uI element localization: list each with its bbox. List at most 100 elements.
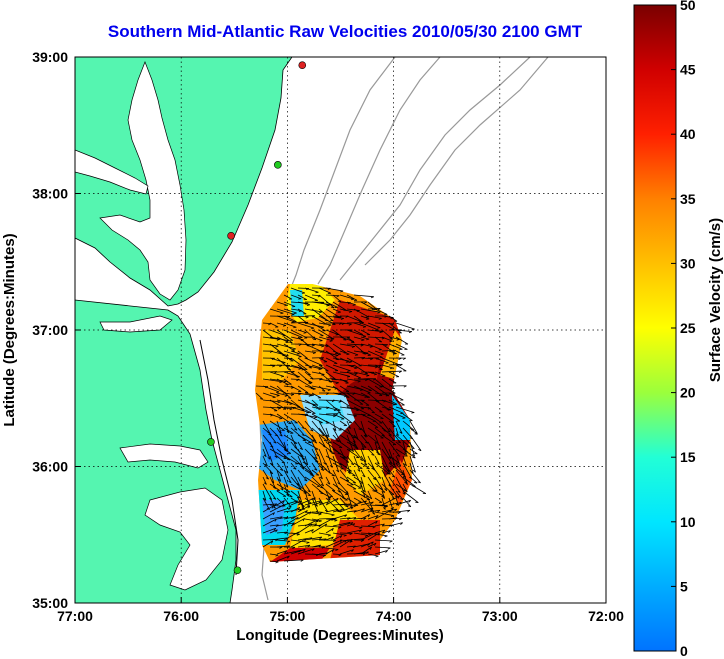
velocity-arrow [304, 476, 321, 487]
velocity-arrowhead [406, 445, 411, 448]
velocity-arrow [346, 545, 356, 548]
velocity-arrowhead [272, 512, 275, 516]
velocity-arrow [283, 315, 297, 322]
station-marker [207, 438, 215, 446]
velocity-arrow [374, 308, 388, 315]
velocity-arrowhead [350, 298, 355, 301]
velocity-arrowhead [278, 479, 281, 482]
velocity-arrow [262, 518, 277, 527]
velocity-arrowhead [387, 547, 391, 550]
velocity-arrow [346, 336, 355, 344]
velocity-arrow [269, 516, 283, 520]
velocity-arrow [346, 538, 365, 541]
colorbar-tick-label: 50 [680, 0, 696, 13]
velocity-arrow [325, 308, 340, 318]
velocity-arrow [374, 483, 386, 493]
velocity-arrow [381, 469, 392, 487]
velocity-arrow [318, 343, 329, 347]
velocity-arrow [374, 385, 390, 397]
velocity-arrow [360, 350, 371, 356]
velocity-arrow [311, 294, 321, 297]
velocity-arrow [311, 301, 331, 306]
velocity-arrow [297, 544, 311, 548]
velocity-arrowhead [296, 517, 299, 521]
velocity-arrow [297, 511, 312, 520]
velocity-arrow [276, 545, 290, 548]
velocity-arrow [339, 434, 357, 446]
velocity-arrowhead [339, 509, 343, 512]
velocity-arrowhead [343, 395, 347, 398]
velocity-arrowhead [356, 409, 360, 412]
velocity-arrowhead [344, 539, 347, 543]
velocity-arrow [269, 378, 287, 382]
velocity-arrowhead [275, 529, 278, 533]
velocity-arrow [346, 301, 356, 306]
velocity-arrowhead [366, 338, 370, 341]
velocity-arrow [367, 532, 388, 537]
velocity-arrow [276, 357, 292, 371]
velocity-arrow [311, 343, 325, 347]
velocity-arrow [318, 322, 332, 326]
velocity-arrow [360, 434, 369, 444]
velocity-arrow [346, 483, 357, 490]
velocity-arrow [290, 321, 309, 324]
velocity-arrowhead [287, 458, 291, 461]
velocity-arrowhead [395, 433, 399, 437]
velocity-arrow [374, 427, 385, 436]
velocity-arrowhead [417, 481, 421, 484]
velocity-arrow [297, 548, 315, 555]
velocity-arrow [353, 441, 359, 450]
velocity-arrowhead [398, 332, 402, 334]
grid-lines [75, 57, 606, 603]
velocity-arrow [388, 392, 404, 401]
velocity-arrowhead [385, 550, 388, 553]
velocity-arrow [325, 336, 335, 340]
velocity-arrow [339, 448, 346, 459]
velocity-arrowhead [277, 401, 281, 404]
velocity-arrow [388, 363, 403, 366]
velocity-arrow [409, 420, 418, 434]
velocity-arrowhead [414, 433, 418, 435]
velocity-arrowhead [282, 325, 287, 327]
velocity-arrowhead [263, 498, 267, 501]
velocity-arrowhead [364, 301, 368, 304]
velocity-arrowhead [264, 463, 268, 467]
velocity-arrowhead [327, 482, 331, 485]
velocity-arrow [367, 343, 382, 351]
velocity-arrow [332, 532, 347, 536]
velocity-arrow [360, 420, 367, 438]
velocity-arrow [395, 455, 402, 467]
velocity-arrow [276, 413, 292, 424]
velocity-arrowhead [353, 517, 357, 520]
velocity-arrow [339, 462, 352, 472]
velocity-arrowhead [389, 509, 393, 513]
velocity-arrowhead [377, 308, 381, 311]
velocity-arrowhead [369, 346, 373, 348]
velocity-arrowhead [357, 469, 361, 472]
velocity-arrow [346, 476, 357, 484]
velocity-arrowhead [306, 541, 310, 544]
velocity-arrow [367, 553, 379, 557]
velocity-arrowhead [312, 352, 316, 355]
velocity-arrowhead [288, 397, 292, 399]
velocity-arrow [339, 413, 353, 424]
velocity-arrowhead [389, 540, 393, 543]
x-tick-label: 73:00 [482, 608, 518, 624]
velocity-arrowhead [331, 514, 335, 517]
velocity-arrowhead [327, 498, 331, 501]
velocity-arrow [262, 483, 273, 500]
velocity-arrowhead [326, 305, 330, 307]
velocity-arrow [339, 294, 355, 300]
velocity-arrow [304, 406, 316, 414]
velocity-arrowhead [323, 462, 327, 465]
velocity-arrow [304, 490, 311, 508]
velocity-arrow [297, 308, 307, 315]
velocity-arrowhead [299, 500, 302, 504]
velocity-arrowhead [330, 306, 335, 309]
velocity-arrow [395, 490, 404, 501]
velocity-arrow [374, 378, 385, 387]
velocity-arrow [311, 427, 328, 442]
velocity-arrow [311, 392, 322, 399]
velocity-arrow [297, 448, 306, 464]
